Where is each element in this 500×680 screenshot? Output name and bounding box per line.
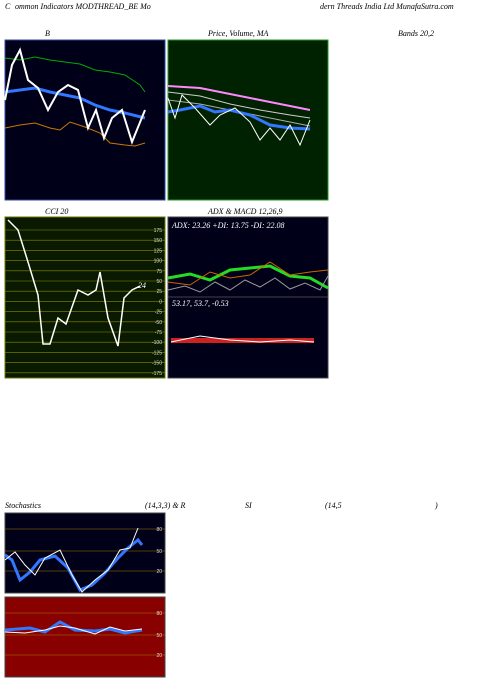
cci-value: 24 <box>138 281 146 290</box>
cci-line <box>7 219 141 347</box>
tick-label: 175 <box>154 228 163 234</box>
tick-label: -75 <box>155 330 162 336</box>
tick-label: 20 <box>156 653 162 659</box>
tick-label: 25 <box>156 289 162 295</box>
tick-label: -150 <box>152 361 162 367</box>
tick-label: 20 <box>156 569 162 575</box>
panel-title: B <box>45 29 50 38</box>
header: dern Threads India Ltd MunafaSutra.com <box>320 2 454 11</box>
panel-title: ADX & MACD 12,26,9 <box>207 207 282 216</box>
panel-title: SI <box>245 501 252 510</box>
adx-lines <box>167 261 329 293</box>
macd-line <box>170 335 315 343</box>
cci-panel <box>4 216 166 379</box>
panel-title: (14,3,3) & R <box>145 501 186 510</box>
rsi-lines <box>4 620 143 635</box>
rsi-grid: 80 50 20 <box>5 611 165 659</box>
bollinger-lines <box>4 47 146 147</box>
tick-label: 75 <box>156 269 162 275</box>
watermark: MunafaSutra.com <box>171 571 352 598</box>
tick-label: -125 <box>152 350 162 356</box>
tick-label: 50 <box>156 633 162 639</box>
macd-stats: 53.17, 53.7, -0.53 <box>172 299 229 308</box>
header: C <box>5 2 11 11</box>
tick-label: 50 <box>156 279 162 285</box>
stoch-panel <box>4 512 166 594</box>
rsi-panel <box>4 596 166 678</box>
panel-title: CCI 20 <box>45 207 68 216</box>
adx-panel <box>167 216 329 298</box>
tick-label: -50 <box>155 320 162 326</box>
header: ommon Indicators MODTHREAD_BE Mo <box>15 2 151 11</box>
panel-title: Bands 20,2 <box>398 29 434 38</box>
tick-label: 125 <box>154 248 163 254</box>
tick-label: 0 <box>159 299 162 305</box>
adx-stats: ADX: 23.26 +DI: 13.75 -DI: 22.08 <box>171 221 285 230</box>
stoch-lines <box>4 527 144 593</box>
tick-label: -175 <box>152 371 162 377</box>
panel-title: (14,5 <box>325 501 342 510</box>
panel-title: Stochastics <box>5 501 41 510</box>
tick-label: -25 <box>155 310 162 316</box>
tick-label: 150 <box>154 238 163 244</box>
panel-title: ) <box>434 501 438 510</box>
tick-label: 50 <box>156 549 162 555</box>
tick-label: 100 <box>154 259 163 265</box>
tick-label: -100 <box>152 340 162 346</box>
tick-label: 80 <box>156 611 162 617</box>
tick-label: 80 <box>156 527 162 533</box>
panel-title: Price, Volume, MA <box>207 29 269 38</box>
price-lines <box>167 85 311 147</box>
cci-grid: 175 150 125 100 75 50 25 0 -25 -50 -75 -100 -125 -150… <box>5 228 165 377</box>
